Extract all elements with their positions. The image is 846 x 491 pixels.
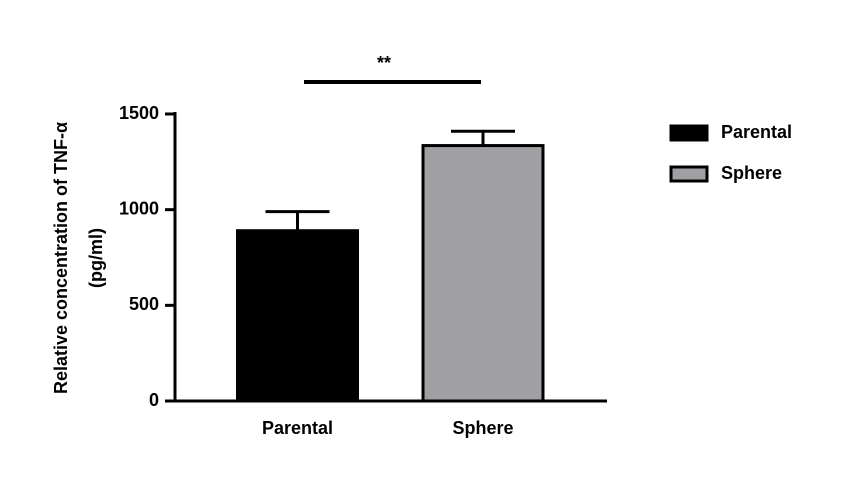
x-tick-label: Sphere — [452, 418, 513, 438]
legend-label: Parental — [721, 122, 792, 142]
x-tick-label: Parental — [262, 418, 333, 438]
bar — [421, 144, 545, 403]
y-tick-label: 500 — [129, 294, 159, 314]
y-tick-label: 0 — [149, 390, 159, 410]
legend-label: Sphere — [721, 163, 782, 183]
y-axis-label: Relative concentration of TNF-α — [51, 122, 71, 394]
significance-label: ** — [377, 53, 391, 73]
bar — [236, 229, 359, 403]
y-tick-label: 1000 — [119, 198, 159, 218]
legend-swatch — [669, 124, 709, 142]
y-axis-label: (pg/ml) — [86, 228, 106, 288]
y-tick-label: 1500 — [119, 103, 159, 123]
legend-swatch — [669, 165, 709, 183]
